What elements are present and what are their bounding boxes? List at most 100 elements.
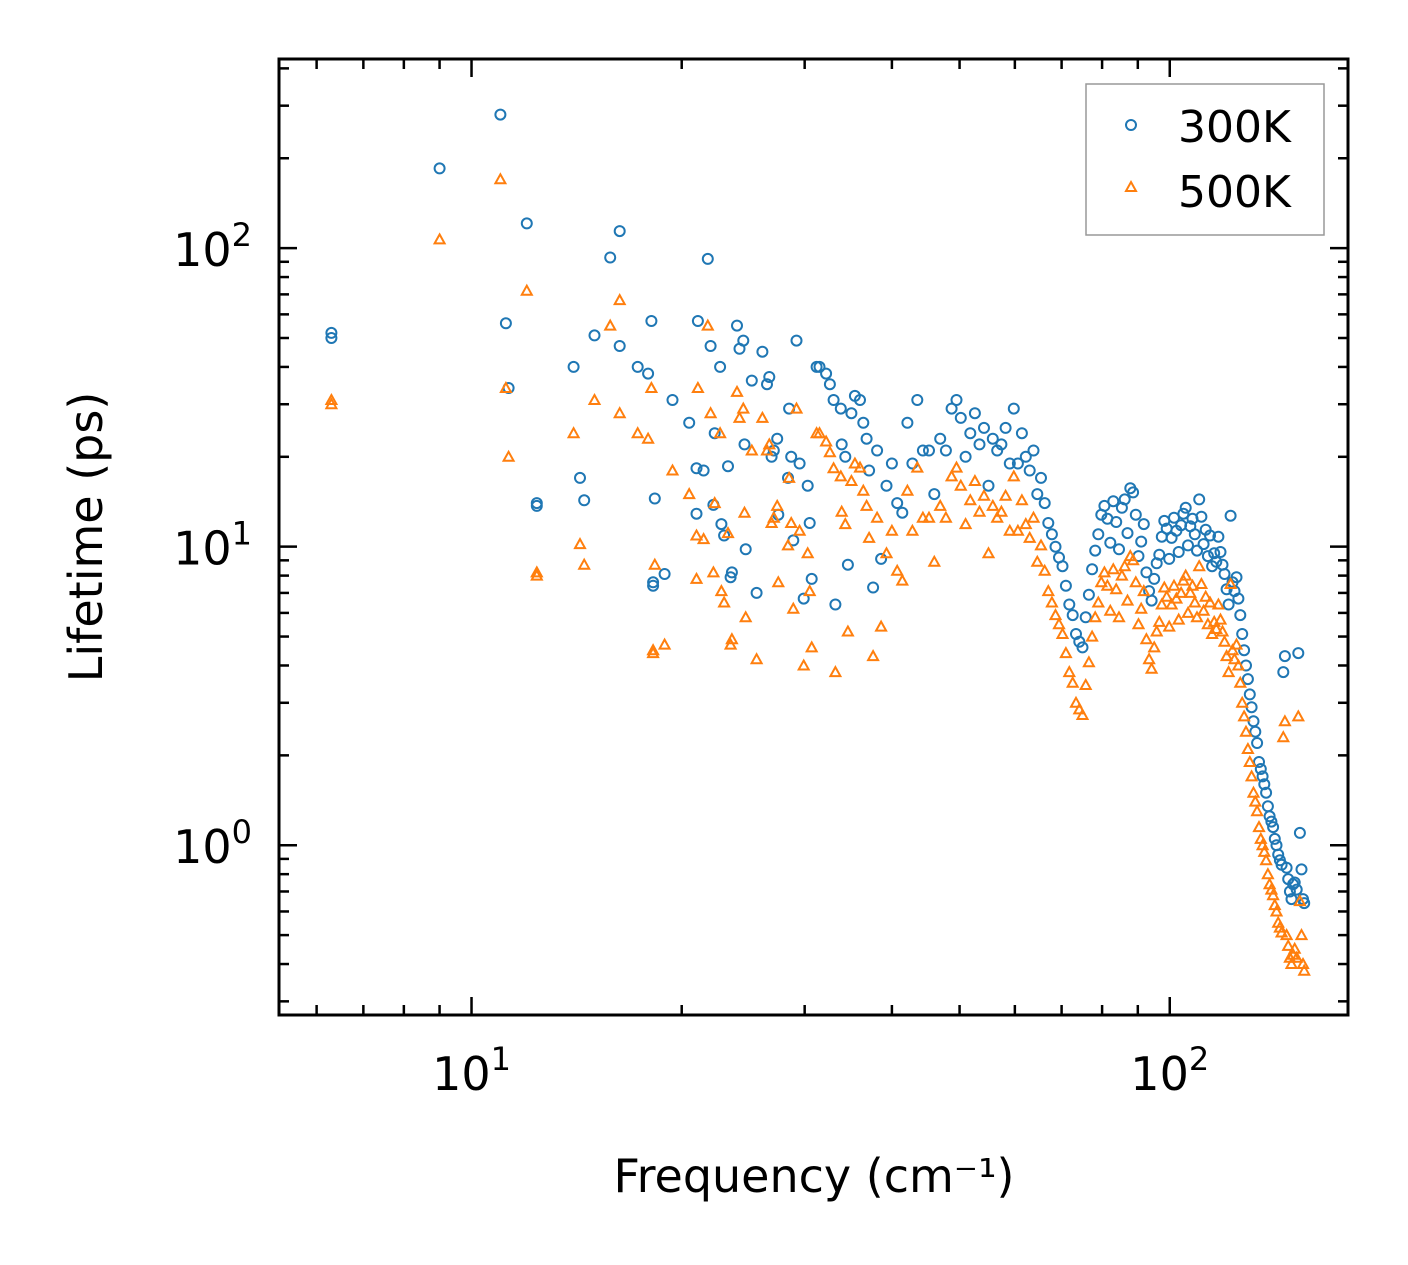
point-300k: [1268, 832, 1281, 845]
point-300k: [690, 462, 703, 475]
point-500k: [998, 488, 1013, 501]
point-500k: [1030, 554, 1044, 567]
point-300k: [1251, 737, 1264, 749]
point-300k: [1104, 536, 1117, 549]
point-500k: [1045, 595, 1059, 608]
point-500k: [874, 619, 888, 632]
point-300k: [325, 326, 338, 339]
point-300k: [923, 444, 935, 457]
point-300k: [666, 394, 679, 406]
point-500k: [1290, 950, 1304, 963]
point-300k: [1148, 572, 1161, 585]
point-300k: [1007, 402, 1020, 415]
point-300k: [574, 471, 586, 484]
point-500k: [1217, 634, 1232, 647]
point-300k: [715, 518, 728, 531]
point-300k: [1283, 885, 1296, 898]
point-300k: [891, 497, 904, 510]
y-tick-label: 102: [173, 216, 252, 277]
point-300k: [731, 319, 743, 332]
point-500k: [1274, 925, 1289, 938]
point-300k: [813, 360, 826, 373]
point-300k: [1236, 628, 1249, 640]
point-500k: [828, 665, 843, 678]
point-300k: [1110, 516, 1123, 528]
point-500k: [689, 571, 704, 584]
point-500k: [819, 434, 833, 447]
point-300k: [982, 479, 995, 492]
point-500k: [1115, 568, 1129, 581]
point-500k: [1088, 610, 1102, 623]
point-300k: [1293, 826, 1306, 839]
point-500k: [1188, 595, 1202, 608]
point-500k: [1118, 559, 1132, 572]
point-300k: [845, 407, 858, 420]
point-300k: [683, 416, 696, 429]
point-500k: [737, 505, 752, 518]
point-300k: [1191, 544, 1203, 557]
point-500k: [1011, 523, 1025, 536]
point-300k: [1238, 644, 1251, 657]
point-300k: [658, 568, 671, 580]
point-500k: [1055, 626, 1070, 639]
point-300k: [1135, 535, 1148, 548]
point-300k: [1059, 579, 1072, 592]
point-500k: [1194, 576, 1209, 589]
point-300k: [854, 394, 866, 406]
point-300k: [1218, 568, 1231, 580]
point-500k: [1297, 963, 1311, 976]
point-300k: [1288, 876, 1301, 889]
point-500k: [1169, 591, 1184, 604]
point-500k: [1248, 794, 1262, 807]
point-500k: [1023, 530, 1037, 543]
point-500k: [1106, 562, 1120, 575]
point-300k: [530, 499, 543, 512]
x-tick-label: 102: [1130, 1040, 1209, 1101]
point-300k: [701, 252, 714, 265]
point-300k: [1098, 499, 1111, 512]
point-300k: [691, 315, 704, 327]
point-500k: [1109, 582, 1123, 595]
point-300k: [860, 432, 873, 445]
point-500k: [949, 460, 964, 473]
point-500k: [745, 443, 759, 456]
point-500k: [631, 426, 645, 439]
y-tick-label: 100: [173, 813, 252, 874]
point-300k: [1086, 563, 1099, 576]
point-300k: [1197, 538, 1210, 551]
point-300k: [1179, 501, 1192, 514]
point-300k: [1224, 509, 1237, 522]
point-500k: [890, 563, 904, 576]
point-500k: [939, 510, 953, 523]
point-300k: [520, 217, 533, 230]
point-500k: [703, 406, 718, 419]
point-500k: [1062, 665, 1076, 678]
point-500k: [1284, 956, 1299, 969]
point-300k: [588, 329, 601, 342]
point-300k: [867, 581, 880, 594]
point-500k: [1213, 612, 1228, 625]
point-300k: [1254, 763, 1267, 775]
point-300k: [1285, 893, 1298, 906]
point-500k: [1069, 695, 1083, 708]
point-300k: [1153, 548, 1166, 561]
point-300k: [1082, 588, 1095, 601]
point-300k: [756, 345, 769, 358]
point-300k: [1129, 508, 1142, 521]
point-500k: [1041, 584, 1055, 597]
y-axis-label: Lifetime (ps): [59, 392, 113, 683]
point-500k: [1174, 585, 1188, 598]
point-500k: [927, 554, 941, 567]
point-500k: [613, 293, 627, 306]
point-300k: [1278, 650, 1291, 663]
point-500k: [1139, 632, 1154, 645]
point-500k: [1259, 853, 1273, 866]
point-500k: [1223, 576, 1238, 589]
point-500k: [721, 526, 735, 539]
point-500k: [1072, 702, 1086, 715]
point-300k: [1137, 518, 1150, 531]
point-500k: [1167, 578, 1181, 591]
legend-label-300k: 300K: [1178, 102, 1292, 153]
point-300k: [916, 444, 929, 457]
point-300k: [1140, 566, 1153, 579]
